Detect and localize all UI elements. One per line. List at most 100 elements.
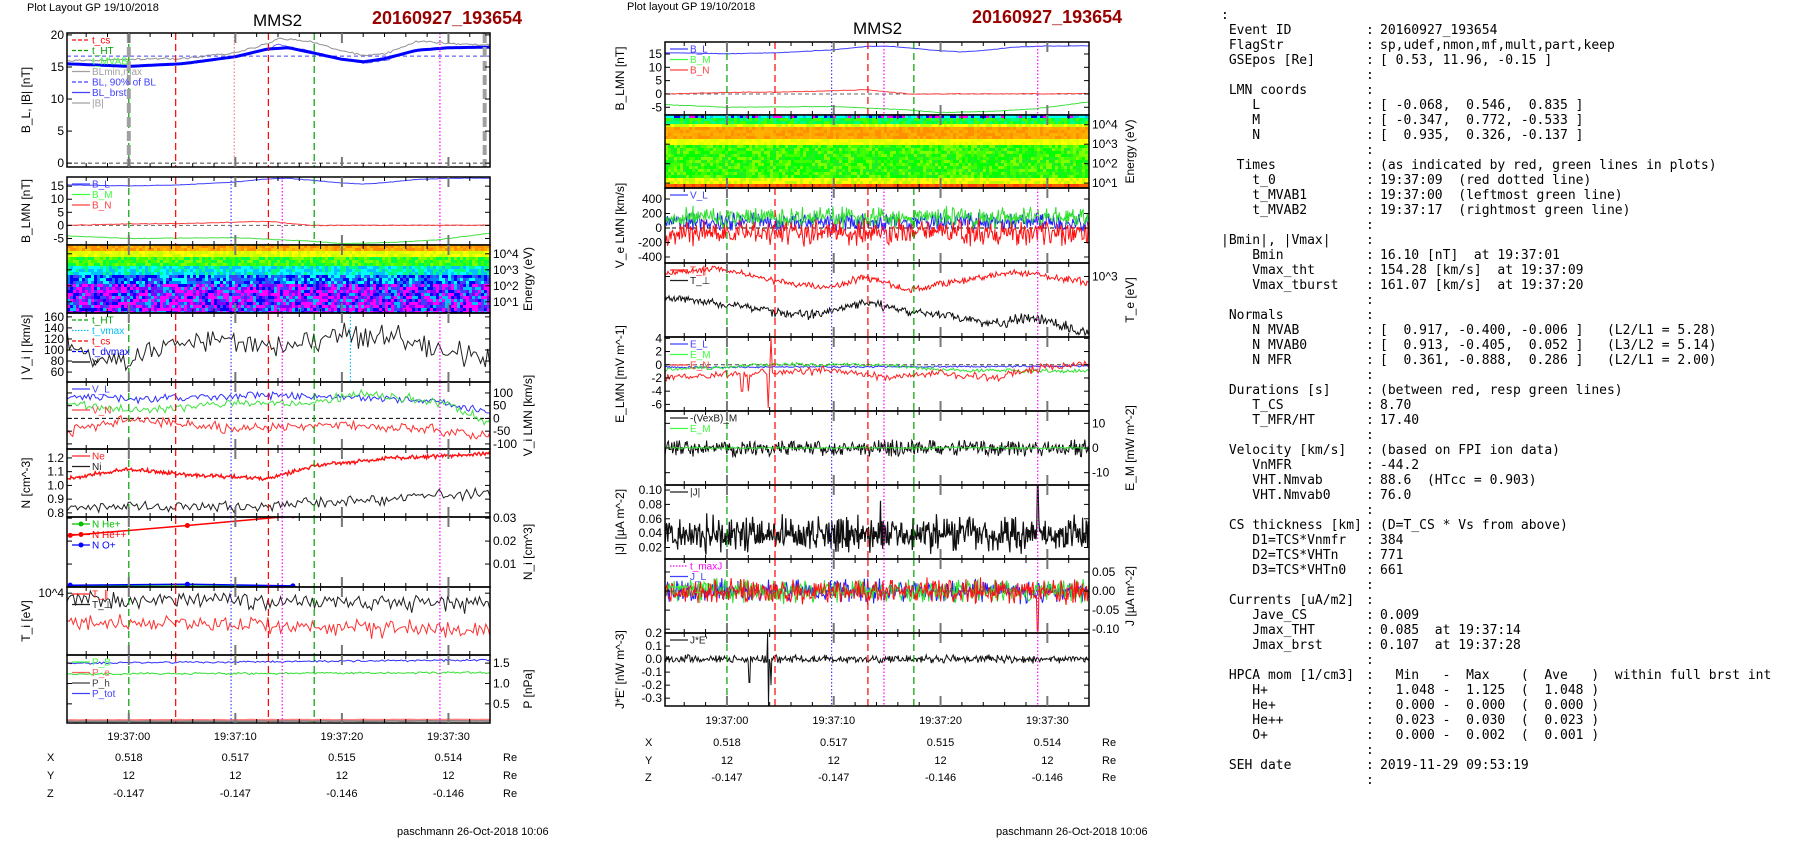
spectrogram-cell bbox=[445, 311, 448, 313]
spectrogram-cell bbox=[737, 130, 740, 133]
spectrogram-cell bbox=[349, 260, 352, 263]
spectrogram-cell bbox=[217, 245, 220, 248]
spectrogram-cell bbox=[199, 311, 202, 313]
spectrogram-cell bbox=[226, 299, 229, 302]
spectrogram-cell bbox=[893, 121, 896, 124]
spectrogram-cell bbox=[268, 272, 271, 275]
spectrogram-cell bbox=[166, 278, 169, 281]
spectrogram-cell bbox=[139, 293, 142, 296]
spectrogram-cell bbox=[97, 248, 100, 251]
spectrogram-cell bbox=[166, 248, 169, 251]
spectrogram-cell bbox=[806, 130, 809, 133]
spectrogram-cell bbox=[403, 287, 406, 290]
spectrogram-cell bbox=[1022, 133, 1025, 136]
spectrogram-cell bbox=[370, 272, 373, 275]
spectrogram-cell bbox=[469, 266, 472, 269]
spectrogram-cell bbox=[247, 269, 250, 272]
spectrogram-cell bbox=[229, 308, 232, 311]
spectrogram-cell bbox=[983, 130, 986, 133]
spectrogram-cell bbox=[475, 248, 478, 251]
spectrogram-cell bbox=[346, 251, 349, 254]
spectrogram-cell bbox=[472, 299, 475, 302]
spectrogram-cell bbox=[352, 245, 355, 248]
spectrogram-cell bbox=[328, 290, 331, 293]
spectrogram-cell bbox=[872, 115, 875, 118]
spectrogram-cell bbox=[94, 257, 97, 260]
spectrogram-cell bbox=[896, 121, 899, 124]
spectrogram-cell bbox=[124, 254, 127, 257]
spectrogram-cell bbox=[974, 115, 977, 118]
spectrogram-cell bbox=[1055, 118, 1058, 121]
spectrogram-cell bbox=[235, 287, 238, 290]
spectrogram-cell bbox=[94, 299, 97, 302]
spectrogram-cell bbox=[746, 118, 749, 121]
spectrogram-cell bbox=[902, 115, 905, 118]
spectrogram-cell bbox=[136, 266, 139, 269]
spectrogram-cell bbox=[1049, 133, 1052, 136]
spectrogram-cell bbox=[109, 293, 112, 296]
spectrogram-cell bbox=[295, 293, 298, 296]
spectrogram-cell bbox=[415, 293, 418, 296]
spectrogram-cell bbox=[881, 115, 884, 118]
spectrogram-cell bbox=[142, 305, 145, 308]
spectrogram-cell bbox=[283, 305, 286, 308]
spectrogram-cell bbox=[842, 133, 845, 136]
spectrogram-cell bbox=[139, 284, 142, 287]
spectrogram-cell bbox=[277, 269, 280, 272]
y-tick-label: 0.9 bbox=[47, 492, 64, 506]
spectrogram-cell bbox=[734, 130, 737, 133]
y-tick-label: 60 bbox=[51, 365, 65, 379]
spectrogram-cell bbox=[202, 269, 205, 272]
spectrogram-cell bbox=[1067, 124, 1070, 127]
spectrogram-cell bbox=[806, 127, 809, 130]
spectrogram-cell bbox=[379, 275, 382, 278]
spectrogram-cell bbox=[797, 121, 800, 124]
spectrogram-cell bbox=[70, 269, 73, 272]
spectrogram-cell bbox=[403, 293, 406, 296]
spectrogram-cell bbox=[950, 121, 953, 124]
spectrogram-cell bbox=[151, 305, 154, 308]
spectrogram-cell bbox=[472, 275, 475, 278]
spectrogram-cell bbox=[199, 272, 202, 275]
spectrogram-cell bbox=[190, 278, 193, 281]
spectrogram-cell bbox=[926, 115, 929, 118]
spectrogram-cell bbox=[436, 263, 439, 266]
spectrogram-cell bbox=[289, 311, 292, 313]
spectrogram-cell bbox=[307, 275, 310, 278]
spectrogram-cell bbox=[1019, 124, 1022, 127]
spectrogram-cell bbox=[328, 275, 331, 278]
spectrogram-cell bbox=[232, 311, 235, 313]
position-unit: Re bbox=[503, 788, 517, 800]
spectrogram-cell bbox=[926, 127, 929, 130]
spectrogram-cell bbox=[349, 266, 352, 269]
spectrogram-cell bbox=[818, 127, 821, 130]
spectrogram-cell bbox=[313, 278, 316, 281]
spectrogram-cell bbox=[974, 124, 977, 127]
spectrogram-cell bbox=[130, 278, 133, 281]
spectrogram-cell bbox=[677, 136, 680, 139]
spectrogram-cell bbox=[220, 245, 223, 248]
spectrogram-cell bbox=[142, 299, 145, 302]
spectrogram-cell bbox=[442, 278, 445, 281]
spectrogram-cell bbox=[289, 278, 292, 281]
spectrogram-cell bbox=[106, 299, 109, 302]
spectrogram-cell bbox=[998, 133, 1001, 136]
spectrogram-cell bbox=[683, 118, 686, 121]
spectrogram-cell bbox=[388, 248, 391, 251]
spectrogram-cell bbox=[418, 275, 421, 278]
spectrogram-cell bbox=[941, 115, 944, 118]
spectrogram-cell bbox=[235, 305, 238, 308]
spectrogram-cell bbox=[166, 269, 169, 272]
spectrogram-cell bbox=[355, 254, 358, 257]
spectrogram-cell bbox=[406, 278, 409, 281]
spectrogram-cell bbox=[70, 275, 73, 278]
spectrogram-cell bbox=[175, 281, 178, 284]
spectrogram-cell bbox=[109, 290, 112, 293]
spectrogram-cell bbox=[208, 269, 211, 272]
y-tick-label: 140 bbox=[44, 321, 64, 335]
spectrogram-cell bbox=[232, 275, 235, 278]
series-b-n bbox=[67, 220, 490, 227]
spectrogram-cell bbox=[235, 284, 238, 287]
spectrogram-cell bbox=[148, 254, 151, 257]
spectrogram-cell bbox=[469, 272, 472, 275]
